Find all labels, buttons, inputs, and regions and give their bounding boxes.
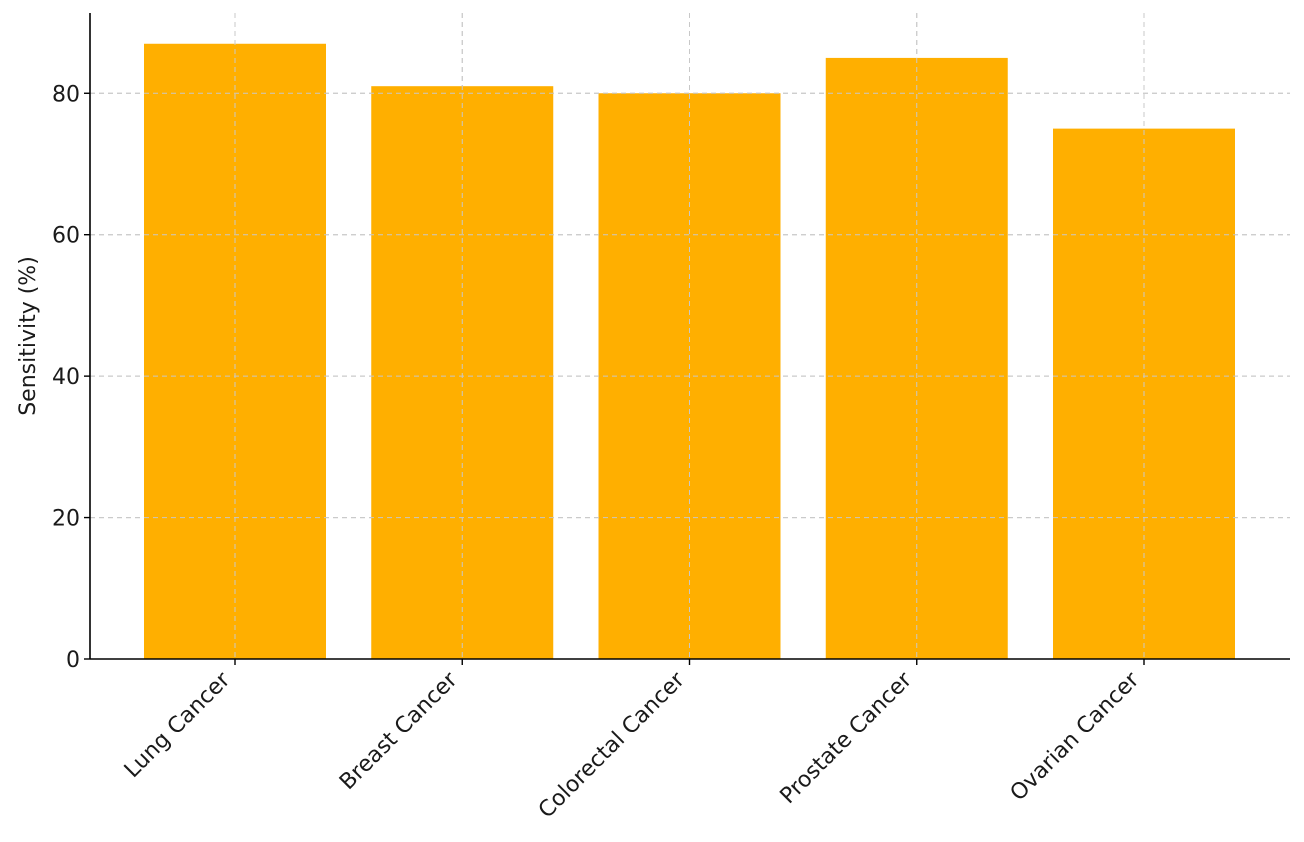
y-tick-label-80: 80 <box>52 82 80 107</box>
x-tick-label-lung-cancer: Lung Cancer <box>120 667 236 783</box>
axes-layer <box>84 13 1290 665</box>
bars-layer <box>90 13 1290 660</box>
y-tick-label-60: 60 <box>52 224 80 249</box>
x-tick-label-ovarian-cancer: Ovarian Cancer <box>1006 667 1145 806</box>
x-tick-label-colorectal-cancer: Colorectal Cancer <box>534 667 690 823</box>
y-axis-title: Sensitivity (%) <box>16 256 41 416</box>
x-tick-label-prostate-cancer: Prostate Cancer <box>776 667 918 809</box>
y-tick-label-40: 40 <box>52 365 80 390</box>
y-tick-label-0: 0 <box>66 648 80 673</box>
x-tick-label-breast-cancer: Breast Cancer <box>335 667 463 795</box>
y-tick-label-20: 20 <box>52 507 80 532</box>
